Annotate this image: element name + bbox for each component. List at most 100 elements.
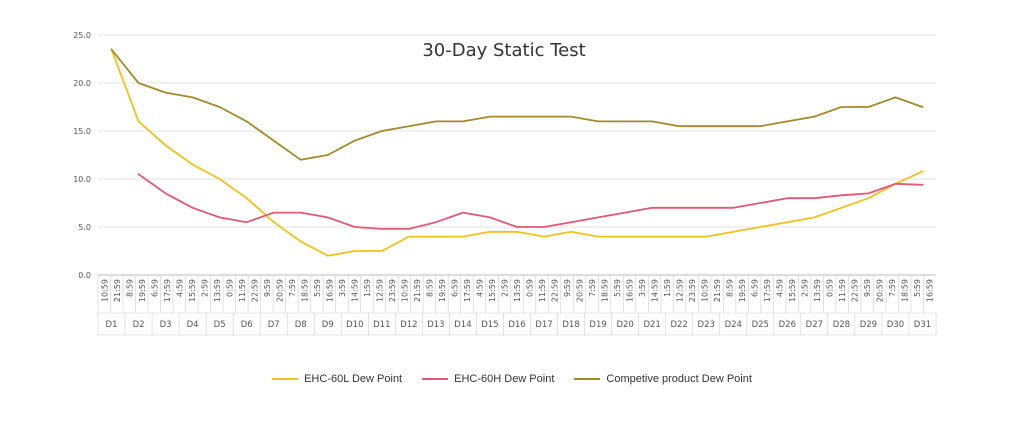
- x-day-label: D28: [833, 320, 850, 330]
- x-time-tick-label: 10:59: [400, 279, 409, 302]
- x-time-tick-label: 9:59: [263, 279, 272, 297]
- x-day-label: D24: [725, 320, 742, 330]
- x-time-tick-label: 9:59: [863, 279, 872, 297]
- x-time-tick-label: 17:59: [463, 279, 472, 302]
- x-time-tick-label: 8:59: [425, 279, 434, 297]
- x-time-tick-label: 21:59: [113, 279, 122, 302]
- x-day-label: D2: [133, 320, 145, 330]
- legend-label: EHC-60L Dew Point: [304, 373, 403, 385]
- x-time-tick-label: 13:59: [513, 279, 522, 302]
- x-time-tick-label: 15:59: [188, 279, 197, 302]
- series-line-1: [137, 173, 924, 230]
- x-day-label: D16: [508, 320, 525, 330]
- legend-item-ehc60h: EHC-60H Dew Point: [422, 373, 554, 385]
- x-day-label: D20: [616, 320, 633, 330]
- x-time-tick-label: 15:59: [488, 279, 497, 302]
- x-time-tick-label: 23:59: [688, 279, 697, 302]
- x-time-tick-label: 8:59: [726, 279, 735, 297]
- x-day-label: D1: [106, 320, 118, 330]
- series-line-0: [110, 48, 924, 257]
- x-time-tick-label: 20:59: [876, 279, 885, 302]
- x-time-tick-label: 19:59: [138, 279, 147, 302]
- x-time-tick-label: 18:59: [901, 279, 910, 302]
- x-day-label: D22: [671, 320, 688, 330]
- x-time-tick-label: 2:59: [801, 279, 810, 297]
- x-day-label: D18: [562, 320, 579, 330]
- x-time-tick-label: 16:59: [325, 279, 334, 302]
- x-time-tick-label: 21:59: [413, 279, 422, 302]
- grid-lines: [98, 34, 936, 276]
- x-time-tick-label: 22:59: [250, 279, 259, 302]
- x-time-tick-label: 4:59: [776, 279, 785, 297]
- x-time-tick-label: 8:59: [125, 279, 134, 297]
- x-day-label: D14: [454, 320, 471, 330]
- x-time-tick-label: 14:59: [651, 279, 660, 302]
- x-time-tick-label: 18:59: [601, 279, 610, 302]
- y-tick-label: 15.0: [73, 127, 91, 136]
- x-time-tick-label: 16:59: [926, 279, 935, 302]
- x-time-tick-label: 4:59: [175, 279, 184, 297]
- legend-item-ehc60l: EHC-60L Dew Point: [272, 373, 402, 385]
- x-time-tick-label: 20:59: [275, 279, 284, 302]
- x-time-tick-label: 3:59: [638, 279, 647, 297]
- x-time-tick-label: 18:59: [300, 279, 309, 302]
- x-day-label: D31: [914, 320, 931, 330]
- series-line-2: [110, 48, 924, 161]
- x-time-tick-label: 11:59: [538, 279, 547, 302]
- x-time-tick-label: 2:59: [500, 279, 509, 297]
- x-time-tick-label: 12:59: [375, 279, 384, 302]
- x-day-label: D9: [322, 320, 334, 330]
- x-day-label: D30: [887, 320, 904, 330]
- x-time-tick-label: 5:59: [613, 279, 622, 297]
- legend-label: EHC-60H Dew Point: [454, 373, 555, 385]
- y-axis: 0.0 5.0 10.0 15.0 20.0 25.0: [73, 31, 91, 280]
- legend-swatch: [574, 378, 601, 380]
- line-chart: 30-Day Static Test 0.0 5.0 10.0 15.0 20.0 25.…: [73, 31, 937, 336]
- x-time-tick-label: 23:59: [388, 279, 397, 302]
- legend-item-competitor: Competive product Dew Point: [574, 373, 752, 385]
- y-tick-label: 25.0: [73, 31, 91, 40]
- x-time-tick-label: 11:59: [238, 279, 247, 302]
- x-time-tick-label: 0:59: [225, 279, 234, 297]
- x-time-tick-label: 0:59: [526, 279, 535, 297]
- x-time-tick-label: 11:59: [838, 279, 847, 302]
- legend-swatch: [422, 378, 449, 380]
- x-day-label: D15: [481, 320, 498, 330]
- x-time-tick-label: 22:59: [851, 279, 860, 302]
- x-time-tick-label: 9:59: [563, 279, 572, 297]
- x-time-tick-label: 0:59: [826, 279, 835, 297]
- x-day-label: D5: [214, 320, 226, 330]
- x-time-tick-label: 19:59: [438, 279, 447, 302]
- x-time-tick-label: 12:59: [676, 279, 685, 302]
- x-time-tick-label: 6:59: [751, 279, 760, 297]
- x-day-label: D17: [535, 320, 552, 330]
- x-time-tick-label: 19:59: [738, 279, 747, 302]
- x-time-tick-label: 22:59: [551, 279, 560, 302]
- x-time-tick-label: 14:59: [350, 279, 359, 302]
- legend-label: Competive product Dew Point: [606, 373, 752, 385]
- y-tick-label: 0.0: [78, 271, 91, 280]
- x-day-label: D6: [241, 320, 253, 330]
- x-time-tick-label: 7:59: [888, 279, 897, 297]
- x-day-label: D19: [589, 320, 606, 330]
- x-day-label: D23: [698, 320, 715, 330]
- y-tick-label: 5.0: [78, 223, 91, 232]
- x-time-tick-label: 7:59: [288, 279, 297, 297]
- x-day-label: D21: [643, 320, 660, 330]
- x-day-label: D26: [779, 320, 796, 330]
- x-day-label: D4: [187, 320, 199, 330]
- x-day-label: D27: [806, 320, 823, 330]
- x-time-tick-label: 5:59: [313, 279, 322, 297]
- x-day-label: D13: [427, 320, 444, 330]
- x-time-tick-label: 6:59: [450, 279, 459, 297]
- x-time-tick-label: 13:59: [213, 279, 222, 302]
- x-day-label: D29: [860, 320, 877, 330]
- x-time-tick-label: 13:59: [813, 279, 822, 302]
- x-time-tick-label: 1:59: [663, 279, 672, 297]
- x-time-tick-label: 17:59: [163, 279, 172, 302]
- x-time-tick-label: 2:59: [200, 279, 209, 297]
- x-time-tick-label: 20:59: [576, 279, 585, 302]
- y-tick-label: 10.0: [73, 175, 91, 184]
- x-time-tick-label: 10:59: [100, 279, 109, 302]
- series-lines: [110, 48, 924, 257]
